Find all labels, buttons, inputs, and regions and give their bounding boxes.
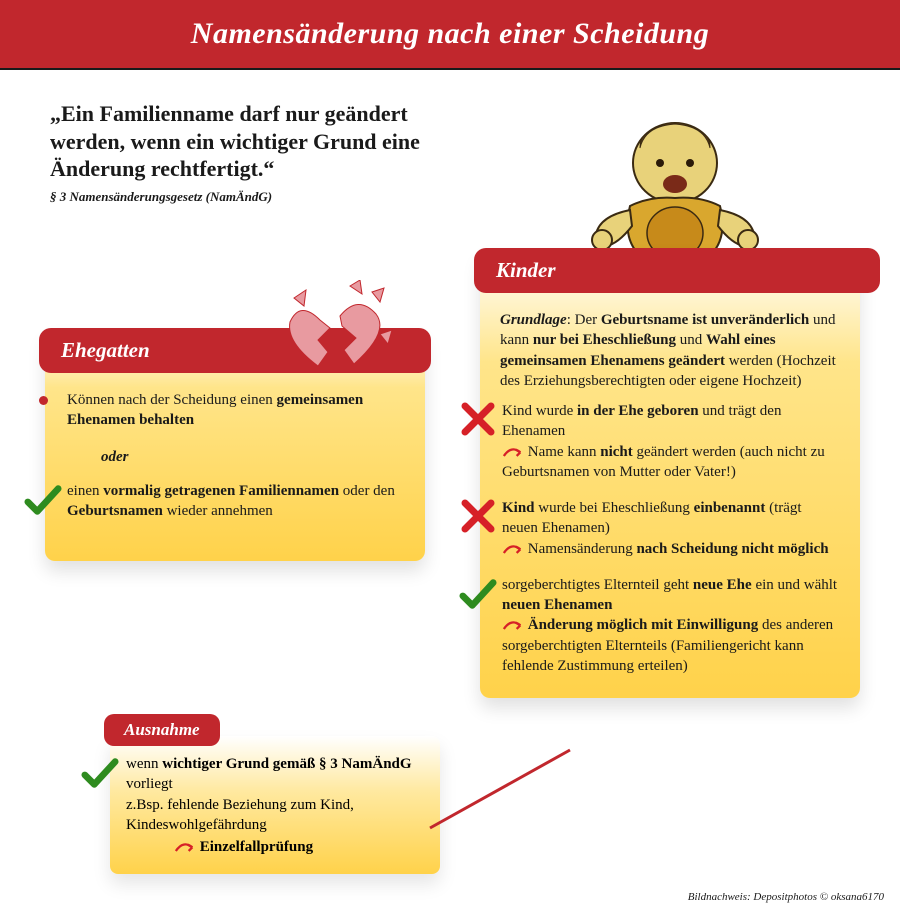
exception-panel: Ausnahme wenn wichtiger Grund gemäß § 3 …: [110, 736, 440, 874]
children-heading: Kinder: [474, 248, 880, 293]
page-title: Namensänderung nach einer Scheidung: [191, 17, 709, 51]
spouses-item-keep-text: Können nach der Scheidung einen gemeinsa…: [67, 390, 405, 431]
exception-heading: Ausnahme: [104, 714, 220, 746]
cross-icon: [460, 401, 496, 437]
spouses-item-keep: Können nach der Scheidung einen gemeinsa…: [65, 390, 405, 431]
arrow-icon: [502, 618, 524, 631]
broken-heart-icon: [280, 280, 400, 390]
exception-result: Einzelfallprüfung: [126, 839, 424, 856]
spouses-oder: oder: [65, 447, 405, 467]
check-icon: [459, 575, 497, 613]
exception-text: wenn wichtiger Grund gemäß § 3 NamÄndG v…: [126, 754, 424, 835]
children-case-new-marriage: sorgeberchtigtes Elternteil geht neue Eh…: [500, 575, 840, 676]
children-case-einbenannt: Kind wurde bei Eheschließung einbenannt …: [500, 498, 840, 559]
children-case3-top: sorgeberchtigtes Elternteil geht neue Eh…: [502, 575, 840, 616]
cross-icon: [460, 498, 496, 534]
children-case1-top: Kind wurde in der Ehe geboren und trägt …: [502, 401, 840, 442]
children-column: Kinder Grundlage: Der Geburtsname ist un…: [480, 250, 860, 698]
arrow-icon: [502, 445, 524, 458]
content-area: „Ein Familienname darf nur geändert werd…: [0, 70, 900, 909]
children-case-born-in-marriage: Kind wurde in der Ehe geboren und trägt …: [500, 401, 840, 482]
law-quote-source: § 3 Namensänderungsgesetz (NamÄndG): [50, 189, 470, 205]
check-icon: [24, 481, 62, 519]
children-case2-result: Namensänderung nach Scheidung nicht mögl…: [502, 539, 840, 559]
law-quote-text: „Ein Familienname darf nur geändert werd…: [50, 100, 470, 183]
children-panel: Kinder Grundlage: Der Geburtsname ist un…: [480, 250, 860, 698]
children-case1-result: Name kann nicht geändert werden (auch ni…: [502, 442, 840, 483]
header-bar: Namensänderung nach einer Scheidung: [0, 0, 900, 70]
check-icon: [81, 754, 119, 792]
bullet-icon: [39, 396, 48, 405]
spouses-item-revert-text: einen vormalig getragenen Familiennamen …: [67, 481, 405, 522]
arrow-icon: [174, 840, 196, 853]
children-case3-result: Änderung möglich mit Einwilligung des an…: [502, 615, 840, 676]
image-credit: Bildnachweis: Depositphotos © oksana6170: [688, 891, 884, 903]
children-case2-top: Kind wurde bei Eheschließung einbenannt …: [502, 498, 840, 539]
arrow-icon: [502, 542, 524, 555]
law-quote-block: „Ein Familienname darf nur geändert werd…: [50, 100, 470, 205]
spouses-item-revert: einen vormalig getragenen Familiennamen …: [65, 481, 405, 522]
exception-block: Ausnahme wenn wichtiger Grund gemäß § 3 …: [110, 710, 440, 874]
children-basis: Grundlage: Der Geburtsname ist unverände…: [500, 310, 840, 391]
